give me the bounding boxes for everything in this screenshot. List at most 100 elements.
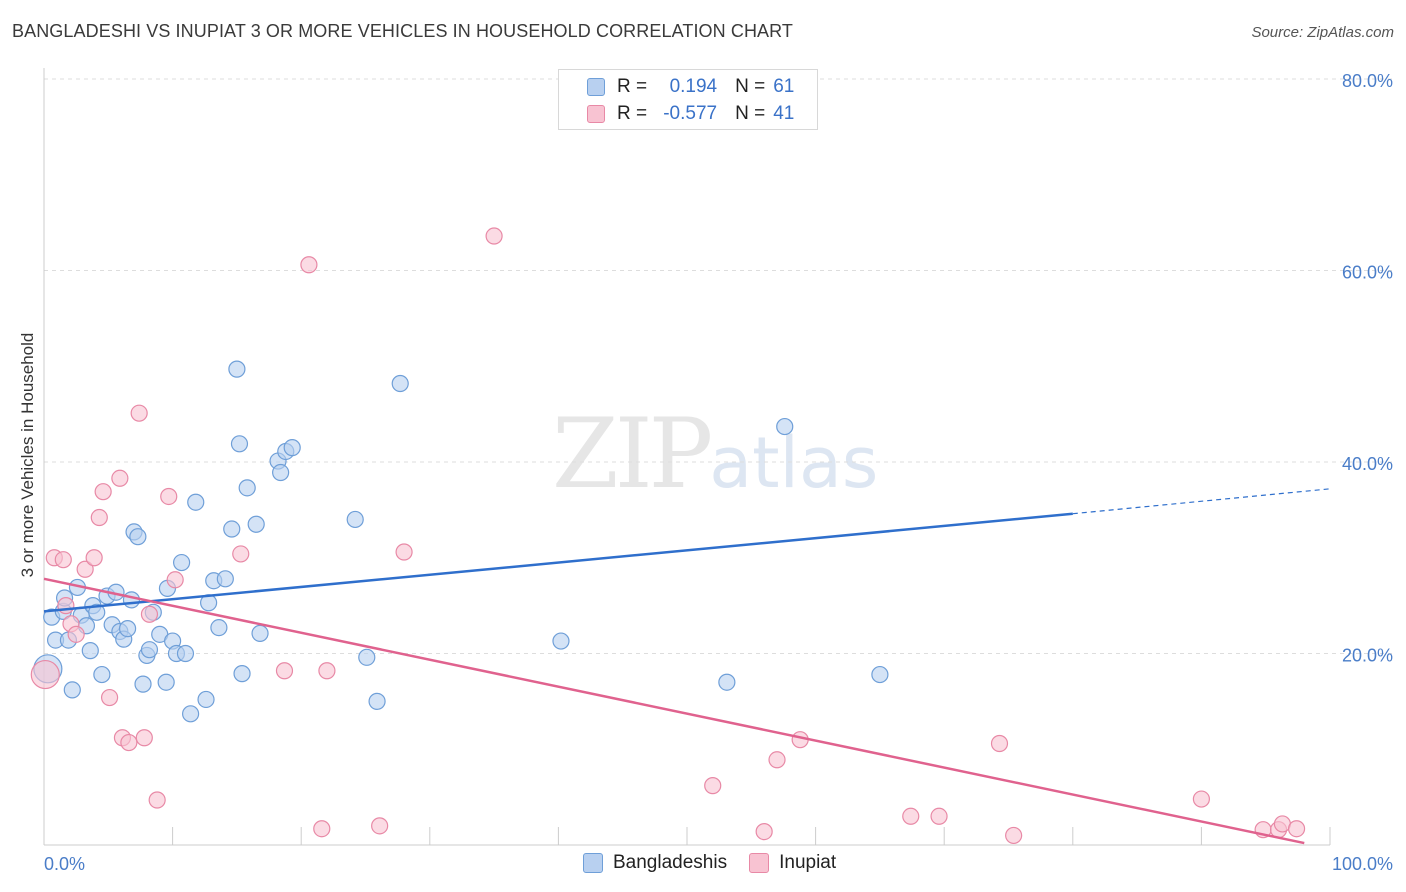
- x-tick-label: 100.0%: [1332, 854, 1393, 874]
- legend-row-bangladeshis: R = 0.194 N = 61: [587, 76, 794, 98]
- bangladeshi-point: [247, 515, 265, 533]
- inupiat-point: [54, 551, 72, 569]
- bangladeshi-point: [871, 665, 889, 684]
- inupiat-point: [1005, 826, 1023, 845]
- inupiat-point: [232, 545, 250, 563]
- inupiat-point: [94, 483, 112, 501]
- legend-swatch-pink: [749, 853, 770, 873]
- inupiat-point: [318, 662, 336, 680]
- bangladeshi-point: [140, 641, 159, 659]
- inupiat-point: [275, 662, 294, 680]
- watermark-atlas: atlas: [709, 422, 879, 504]
- inupiat-point: [1287, 820, 1306, 838]
- bangladeshi-point: [272, 463, 290, 482]
- bangladeshi-trend-line: [43, 512, 1073, 613]
- inupiat-point: [111, 469, 129, 487]
- legend-r-label: R =: [617, 103, 648, 124]
- watermark-zip: ZIP: [552, 398, 713, 510]
- bangladeshi-trend-extension: [1072, 488, 1331, 515]
- inupiat-point: [57, 597, 75, 615]
- legend-n-value: 41: [773, 103, 795, 124]
- legend-label-inupiat: Inupiat: [779, 852, 837, 873]
- inupiat-trend-line: [43, 577, 1305, 845]
- inupiat-point: [990, 734, 1009, 753]
- bangladeshi-point: [81, 642, 99, 660]
- legend-n-label: N =: [735, 103, 766, 124]
- legend-r-value: 0.194: [669, 76, 718, 97]
- legend-swatch-blue: [583, 853, 603, 873]
- watermark: ZIPatlas: [552, 398, 878, 510]
- y-tick-label: 80.0%: [1342, 71, 1393, 91]
- bangladeshi-point: [238, 479, 256, 497]
- inupiat-point: [140, 605, 159, 623]
- inupiat-point: [930, 807, 948, 825]
- legend-r-label: R =: [617, 76, 648, 97]
- inupiat-point: [371, 817, 389, 835]
- inupiat-point: [160, 487, 178, 506]
- inupiat-point: [100, 688, 119, 707]
- chart-title: BANGLADESHI VS INUPIAT 3 OR MORE VEHICLE…: [12, 21, 794, 41]
- bangladeshi-point: [251, 624, 269, 642]
- bangladeshi-point: [134, 675, 152, 693]
- inupiat-point: [135, 729, 153, 747]
- inupiat-point: [313, 820, 331, 838]
- source-credit: Source: ZipAtlas.com: [1251, 24, 1394, 41]
- inupiat-point: [902, 807, 920, 825]
- legend-row-inupiat: R = -0.577 N = 41: [587, 103, 794, 125]
- inupiat-point: [768, 751, 786, 769]
- bangladeshi-point: [230, 435, 249, 453]
- inupiat-point: [30, 659, 60, 690]
- legend-label-bangladeshis: Bangladeshis: [613, 852, 728, 873]
- legend-swatch-pink: [587, 105, 605, 123]
- inupiat-point: [1192, 790, 1211, 808]
- bangladeshi-point: [228, 360, 246, 378]
- inupiat-point: [148, 791, 166, 809]
- inupiat-point: [300, 256, 318, 274]
- bangladeshi-point: [118, 620, 137, 638]
- x-tick-label: 0.0%: [44, 854, 85, 874]
- bangladeshi-point: [358, 648, 376, 666]
- bangladeshi-point: [197, 690, 215, 709]
- inupiat-point: [90, 508, 108, 527]
- inupiat-point: [166, 571, 184, 589]
- inupiat-point: [395, 543, 413, 561]
- bangladeshi-point: [122, 591, 141, 609]
- bangladeshi-point: [718, 673, 736, 691]
- bangladeshi-point: [88, 603, 106, 621]
- bangladeshi-point: [233, 665, 251, 683]
- inupiat-point: [76, 560, 94, 578]
- y-tick-label: 40.0%: [1342, 454, 1393, 474]
- legend-n-label: N =: [735, 76, 766, 97]
- series-legend: Bangladeshis Inupiat: [583, 852, 858, 874]
- legend-item-inupiat[interactable]: Inupiat: [749, 852, 836, 874]
- legend-item-bangladeshis[interactable]: Bangladeshis: [583, 852, 727, 874]
- bangladeshi-point: [216, 570, 234, 588]
- bangladeshi-point: [173, 553, 191, 572]
- y-tick-label: 60.0%: [1342, 263, 1393, 283]
- bangladeshi-point: [176, 644, 195, 663]
- inupiat-point: [130, 404, 148, 422]
- bangladeshi-point: [63, 681, 81, 699]
- bangladeshi-point: [93, 665, 111, 684]
- bangladeshi-point: [346, 510, 364, 529]
- legend-r-value: -0.577: [663, 103, 718, 124]
- bangladeshi-point: [391, 374, 409, 393]
- bangladeshi-point: [182, 705, 200, 723]
- bangladeshi-point: [210, 619, 228, 637]
- inupiat-point: [485, 227, 503, 245]
- bangladeshi-point: [368, 692, 386, 710]
- legend-n-value: 61: [773, 76, 795, 97]
- inupiat-point: [67, 625, 85, 643]
- y-tick-label: 20.0%: [1342, 646, 1393, 666]
- bangladeshi-point: [157, 673, 175, 691]
- bangladeshi-point: [223, 520, 241, 538]
- inupiat-point: [120, 733, 138, 752]
- inupiat-point: [755, 822, 773, 841]
- inupiat-point: [85, 549, 103, 567]
- bangladeshi-point: [776, 417, 794, 436]
- stats-legend: R = 0.194 N = 61 R = -0.577 N = 41: [558, 69, 818, 130]
- legend-swatch-blue: [587, 78, 605, 96]
- bangladeshi-point: [552, 632, 570, 650]
- bangladeshi-point: [129, 528, 147, 546]
